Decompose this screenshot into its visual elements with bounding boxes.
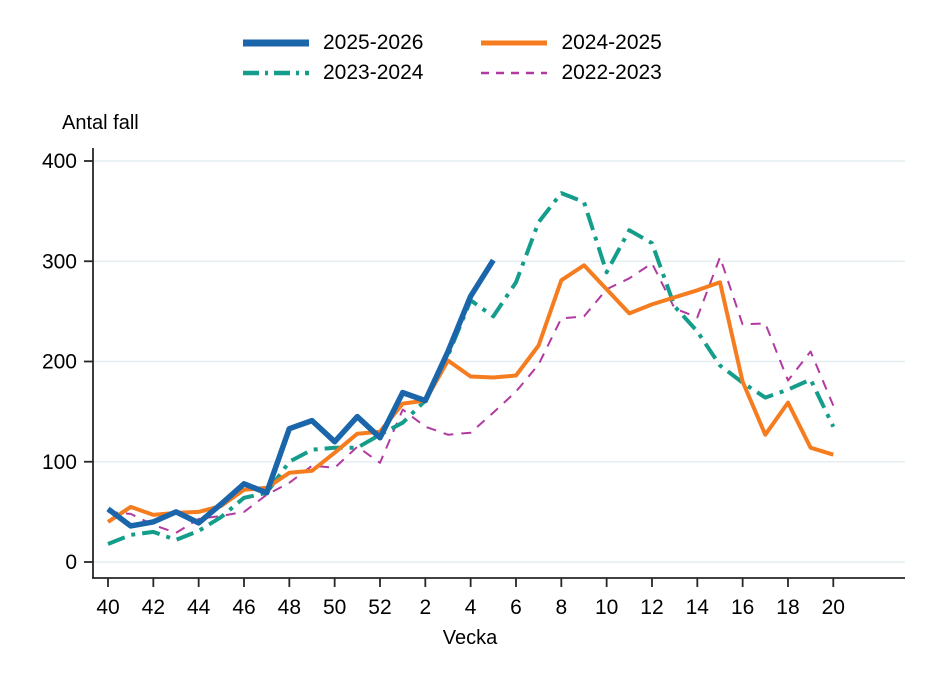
x-tick-label: 48 <box>278 596 301 619</box>
legend-item-2025-2026: 2025-2026 <box>243 28 423 57</box>
y-tick-label: 100 <box>42 451 77 474</box>
x-tick-label: 20 <box>822 596 845 619</box>
series-line-2022-2023 <box>107 256 835 534</box>
y-axis-title: Antal fall <box>62 112 139 134</box>
x-tick-label: 42 <box>142 596 165 619</box>
legend-line-swatch-dashdot-teal-icon <box>243 70 309 75</box>
legend: 2025-2026 2024-2025 2023-2024 2022-2023 <box>243 28 662 87</box>
legend-line-swatch-solid-blue-icon <box>243 39 309 46</box>
x-tick-label: 40 <box>96 596 119 619</box>
x-axis-title: Vecka <box>442 627 498 649</box>
x-tick-label: 44 <box>187 596 211 619</box>
x-tick-label: 50 <box>323 596 346 619</box>
legend-label: 2022-2023 <box>561 61 662 84</box>
legend-label: 2025-2026 <box>323 31 424 54</box>
legend-item-2022-2023: 2022-2023 <box>481 58 662 87</box>
x-tick-label: 16 <box>731 596 754 619</box>
x-tick-label: 10 <box>595 596 618 619</box>
series-line-2025-2026 <box>106 258 496 529</box>
y-tick-label: 400 <box>42 150 77 173</box>
x-tick-label: 2 <box>419 596 431 619</box>
x-tick-label: 4 <box>465 596 477 619</box>
y-tick-label: 200 <box>42 351 77 374</box>
x-tick-label: 14 <box>686 596 710 619</box>
y-tick-label: 0 <box>65 551 77 574</box>
x-tick-label: 12 <box>640 596 663 619</box>
legend-line-swatch-solid-orange-icon <box>481 40 548 45</box>
legend-item-2024-2025: 2024-2025 <box>481 28 662 57</box>
x-tick-label: 8 <box>555 596 567 619</box>
x-tick-label: 18 <box>776 596 799 619</box>
x-tick-label: 52 <box>368 596 391 619</box>
y-tick-label: 300 <box>42 250 77 273</box>
x-tick-label: 6 <box>510 596 522 619</box>
legend-label: 2023-2024 <box>323 61 424 84</box>
legend-item-2023-2024: 2023-2024 <box>243 58 423 87</box>
series-line-2023-2024 <box>107 191 836 546</box>
legend-label: 2024-2025 <box>561 31 662 54</box>
x-tick-label: 46 <box>232 596 255 619</box>
legend-line-swatch-dashed-purple-icon <box>481 71 548 74</box>
